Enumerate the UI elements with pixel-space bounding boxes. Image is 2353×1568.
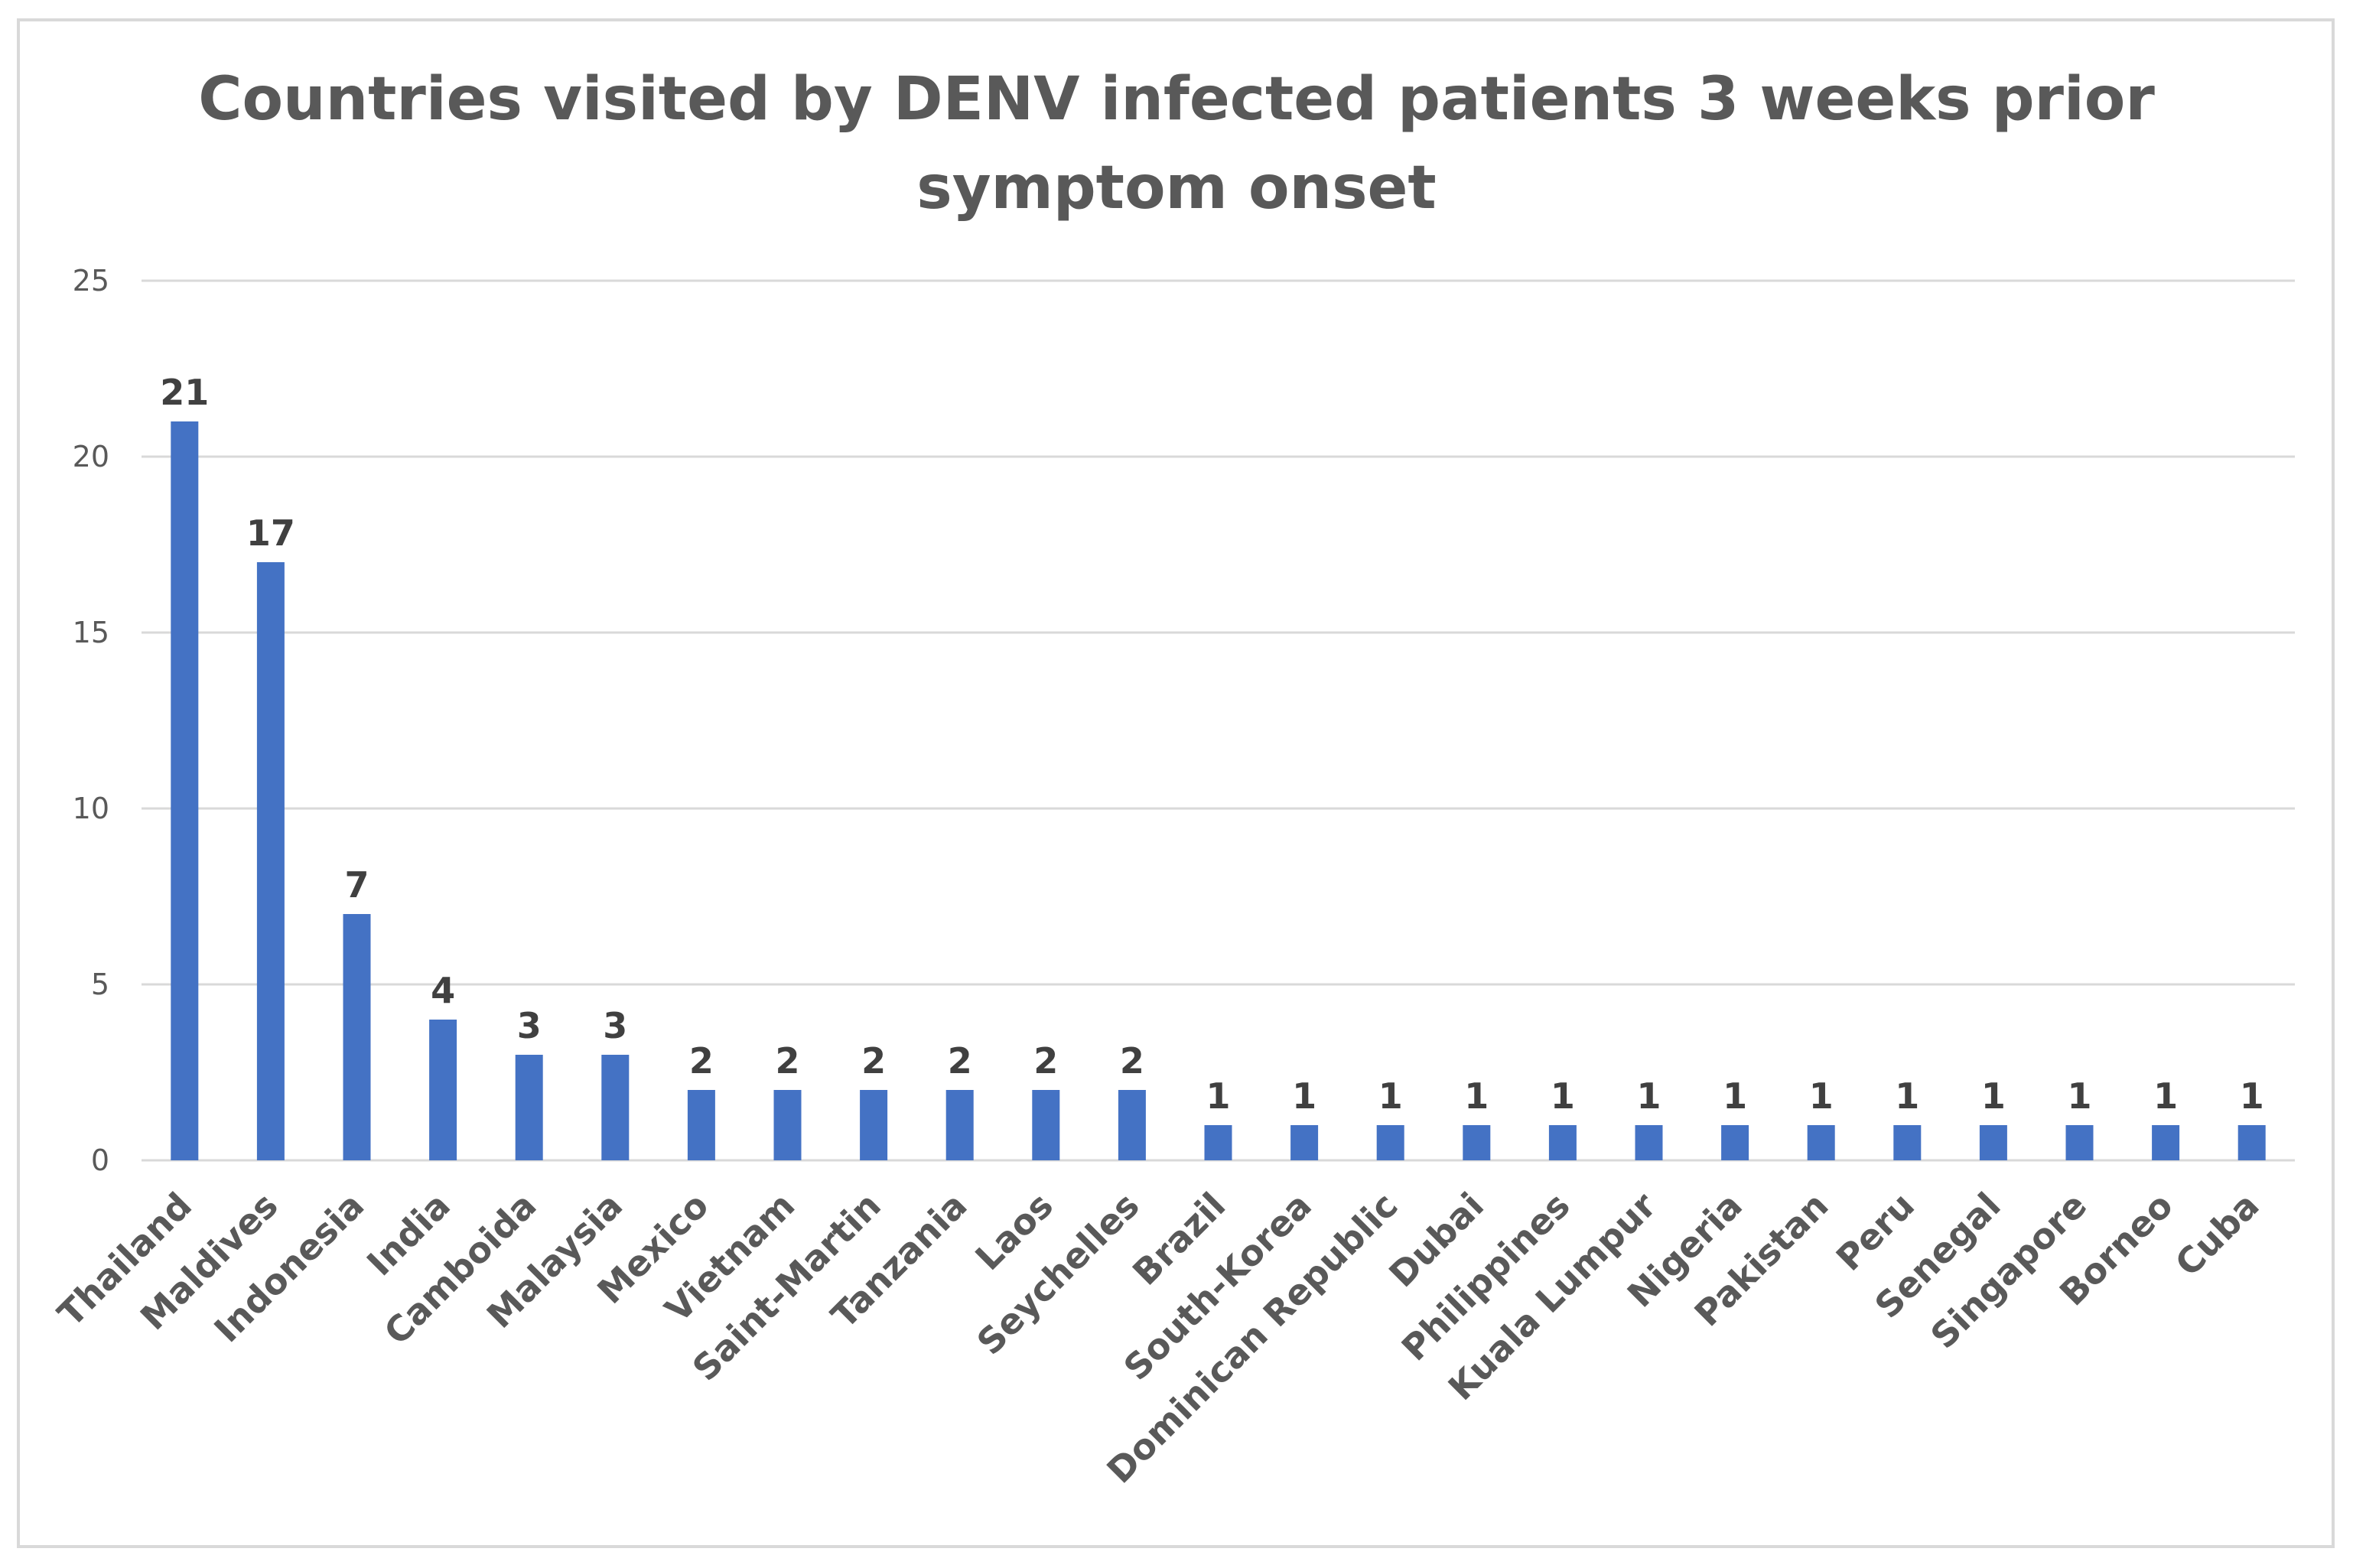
data-label: 2	[689, 1040, 714, 1082]
y-tick-label: 25	[73, 264, 109, 298]
data-label: 2	[1033, 1040, 1058, 1082]
y-tick-label: 0	[91, 1143, 109, 1177]
bar-singapore	[2065, 1125, 2094, 1160]
chart-frame	[17, 18, 2335, 1548]
bar-indonesia	[343, 914, 371, 1160]
data-label: 1	[2067, 1075, 2091, 1117]
data-label: 1	[1206, 1075, 1230, 1117]
data-label: 3	[517, 1005, 542, 1046]
bar-borneo	[2152, 1125, 2180, 1160]
data-label: 1	[1378, 1075, 1403, 1117]
data-label: 1	[2153, 1075, 2178, 1117]
data-label: 21	[160, 372, 209, 413]
y-tick-label: 5	[91, 968, 109, 1001]
bar-pakistan	[1807, 1125, 1835, 1160]
data-label: 1	[1809, 1075, 1834, 1117]
bar-nigeria	[1721, 1125, 1749, 1160]
bar-brazil	[1204, 1125, 1232, 1160]
data-label: 2	[775, 1040, 799, 1082]
bar-camboida	[515, 1055, 543, 1160]
bar-seychelles	[1118, 1090, 1146, 1160]
data-label: 7	[344, 864, 369, 906]
bar-south-korea	[1290, 1125, 1319, 1160]
chart-title-line-1: Countries visited by DENV infected patie…	[198, 65, 2155, 134]
y-tick-label: 15	[73, 616, 109, 649]
data-label: 1	[1464, 1075, 1489, 1117]
data-label: 1	[1895, 1075, 1919, 1117]
data-label: 1	[2240, 1075, 2264, 1117]
bar-mexico	[687, 1090, 715, 1160]
data-label: 17	[246, 512, 295, 554]
bar-kuala-lumpur	[1635, 1125, 1663, 1160]
bar-cuba	[2237, 1125, 2266, 1160]
data-label: 1	[1551, 1075, 1575, 1117]
data-label: 1	[1292, 1075, 1316, 1117]
y-tick-label: 10	[73, 792, 109, 825]
bar-maldives	[256, 562, 285, 1160]
bar-vietnam	[773, 1090, 802, 1160]
bar-tanzania	[945, 1090, 974, 1160]
bar-malaysia	[601, 1055, 630, 1160]
data-label: 2	[1120, 1040, 1144, 1082]
x-tick-label: Cuba	[2167, 1185, 2267, 1284]
data-label: 2	[948, 1040, 972, 1082]
data-label: 4	[431, 970, 455, 1011]
bar-dominican-republic	[1376, 1125, 1404, 1160]
bar-senegal	[1979, 1125, 2007, 1160]
chart-title: Countries visited by DENV infected patie…	[0, 55, 2353, 233]
data-label: 1	[1981, 1075, 2006, 1117]
data-label: 1	[1723, 1075, 1747, 1117]
bar-thailand	[171, 421, 199, 1160]
y-tick-label: 20	[73, 440, 109, 473]
bar-peru	[1893, 1125, 1922, 1160]
bar-laos	[1032, 1090, 1060, 1160]
data-label: 1	[1636, 1075, 1661, 1117]
bar-dubai	[1463, 1125, 1491, 1160]
chart-title-line-2: symptom onset	[916, 154, 1437, 223]
bar-india	[429, 1020, 457, 1160]
data-label: 3	[603, 1005, 627, 1046]
bar-philippines	[1548, 1125, 1577, 1160]
bar-saint-martin	[860, 1090, 888, 1160]
data-label: 2	[861, 1040, 886, 1082]
